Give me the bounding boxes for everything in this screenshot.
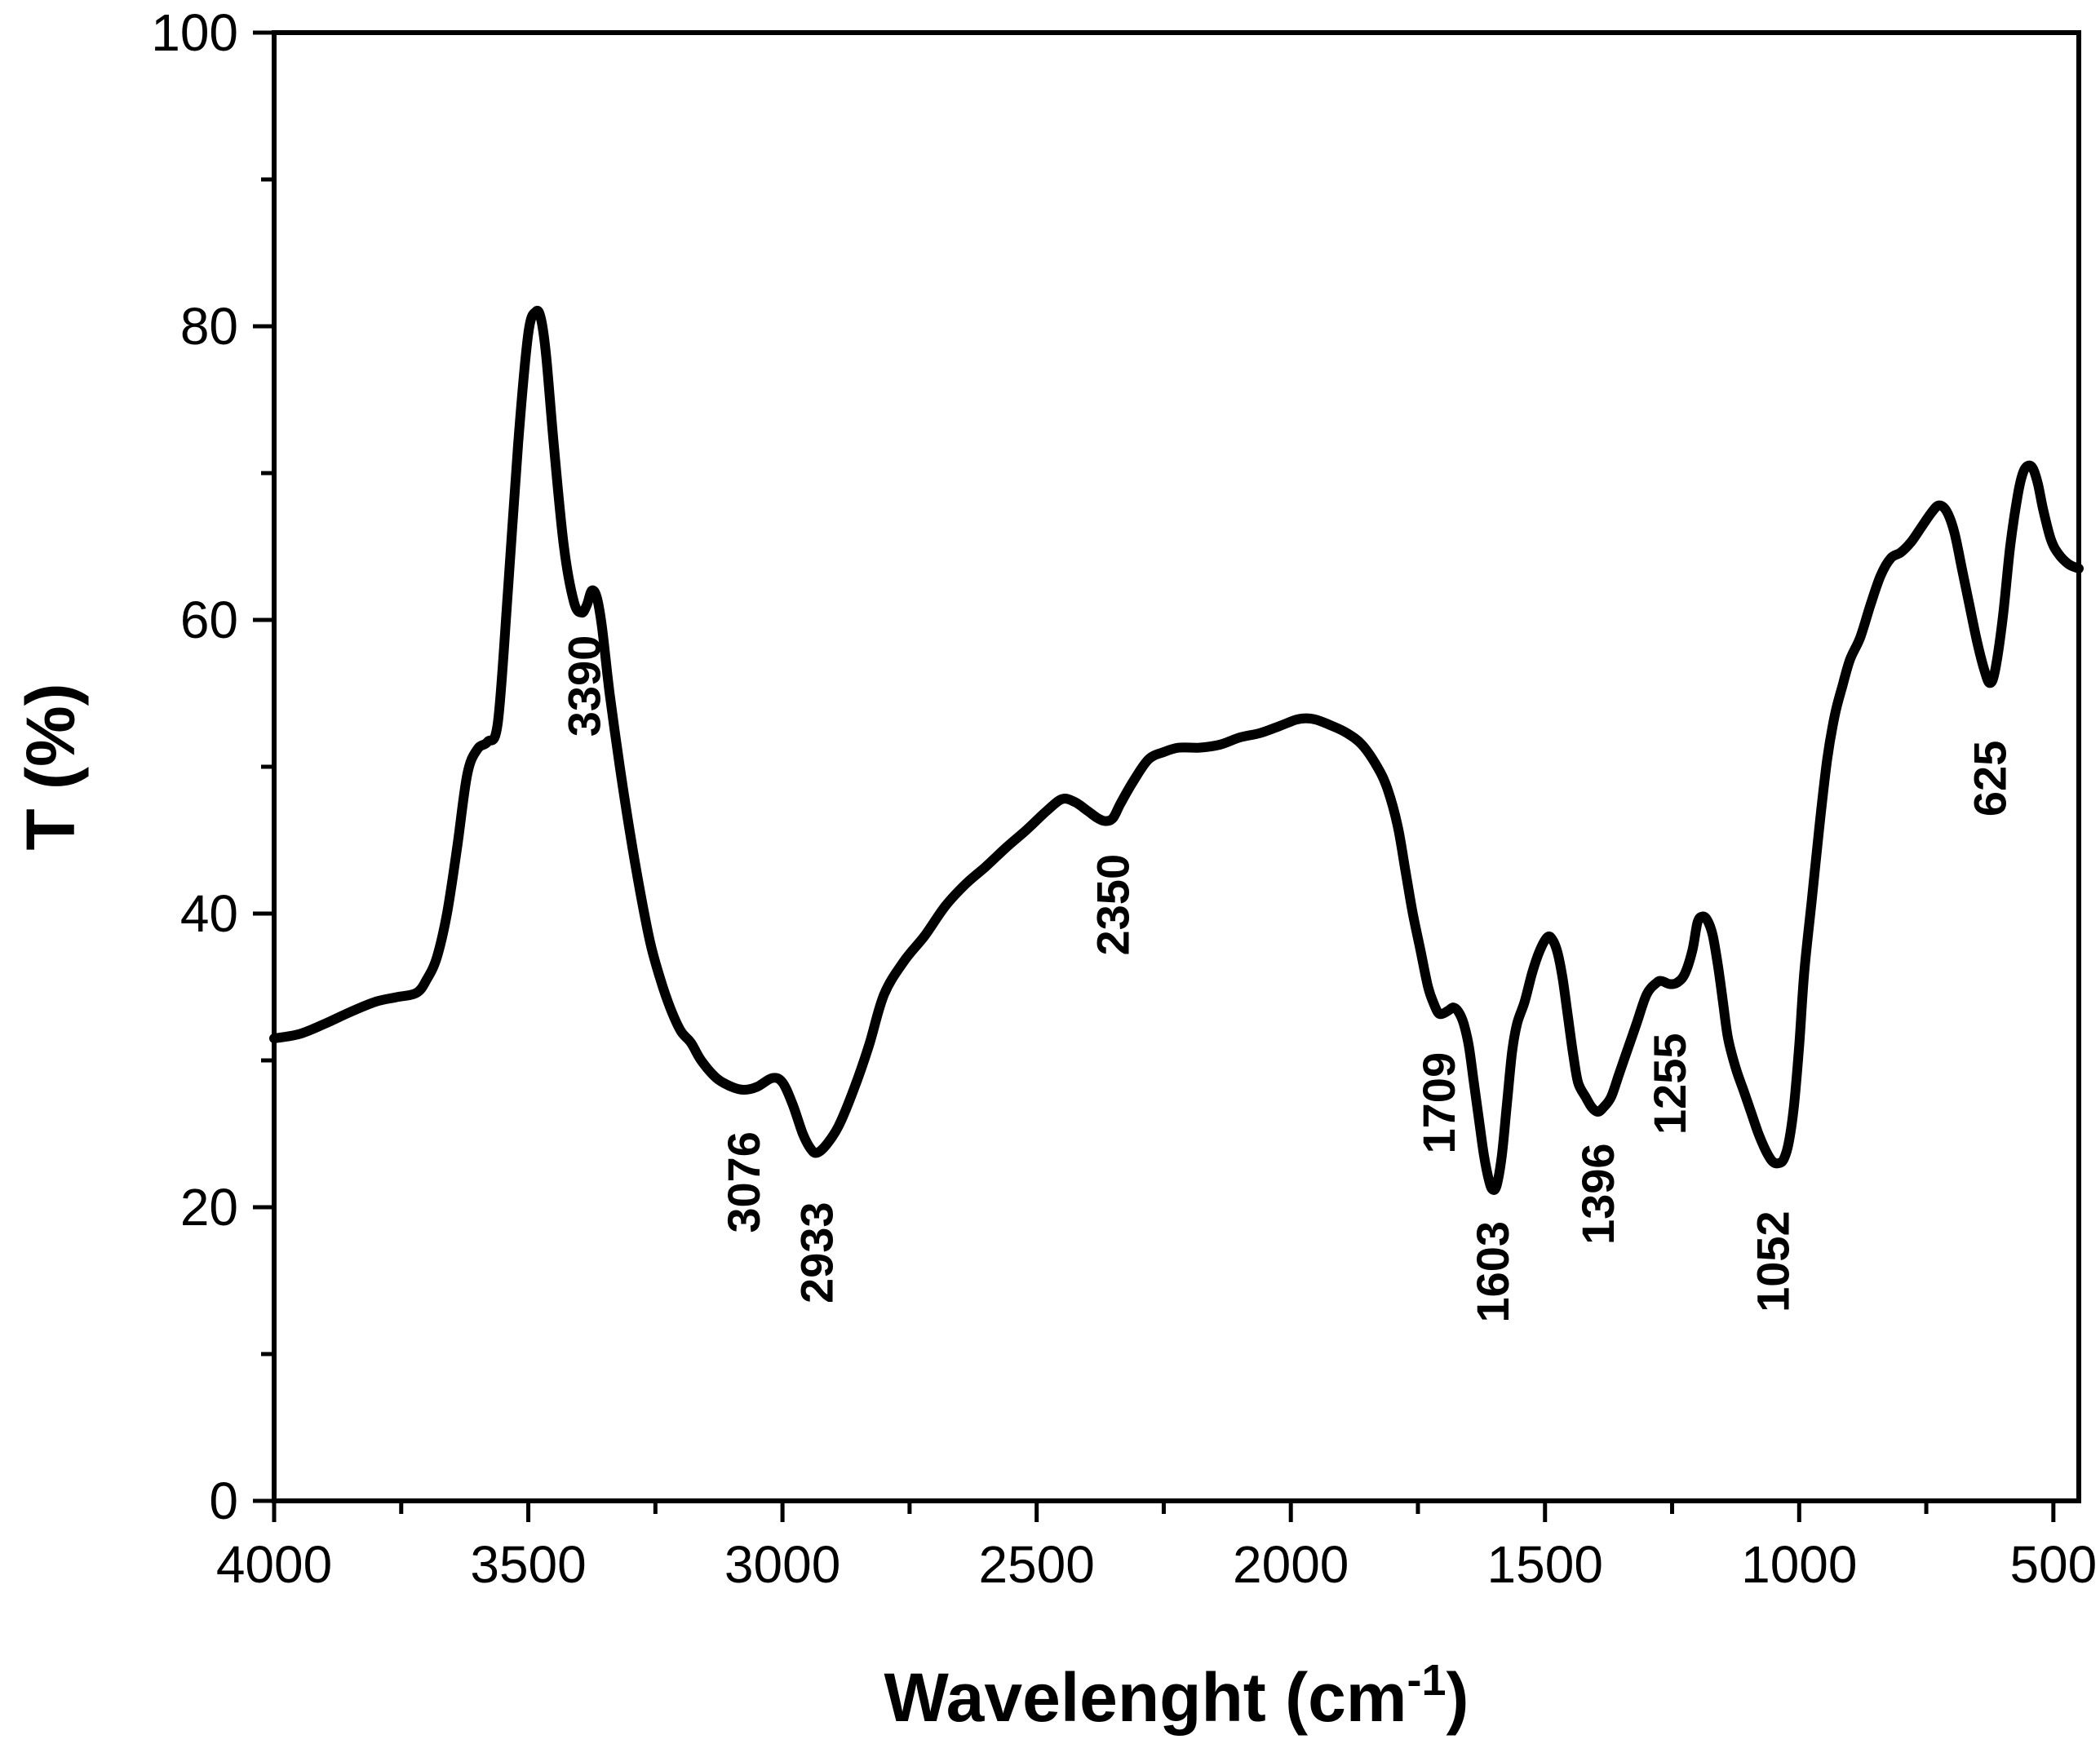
spectrum-line — [269, 305, 2084, 1195]
peak-labels: 3390 3076 2933 2350 1709 1603 1396 1255 1052 625 — [559, 635, 2016, 1323]
peak-label: 2350 — [1088, 854, 1139, 956]
peak-label: 3076 — [718, 1131, 769, 1233]
x-axis-title-superscript: -1 — [1407, 1656, 1447, 1705]
x-tick-label: 3000 — [724, 1535, 840, 1594]
x-tick-label: 1000 — [1741, 1535, 1857, 1594]
y-axis-title: T (%) — [12, 683, 89, 850]
x-axis-title-main: Wavelenght (cm — [884, 1659, 1407, 1736]
y-tick-label: 0 — [209, 1472, 238, 1530]
y-tick-label: 100 — [151, 3, 238, 62]
x-axis-title-suffix: ) — [1447, 1659, 1469, 1736]
peak-label: 3390 — [559, 635, 610, 737]
peak-label: 625 — [1965, 741, 2016, 817]
peak-label: 1255 — [1644, 1033, 1695, 1135]
x-tick-label: 2000 — [1233, 1535, 1349, 1594]
peak-label: 1052 — [1747, 1210, 1798, 1312]
peak-label: 1603 — [1467, 1221, 1518, 1323]
y-tick-label: 60 — [180, 591, 238, 649]
tick-labels: 4000 3500 3000 2500 2000 1500 1000 500 0 20 40 60 80… — [151, 3, 2097, 1594]
x-tick-label: 4000 — [216, 1535, 332, 1594]
x-tick-label: 500 — [2009, 1535, 2097, 1594]
peak-label: 2933 — [791, 1202, 842, 1303]
x-tick-label: 2500 — [978, 1535, 1094, 1594]
x-tick-label: 3500 — [470, 1535, 586, 1594]
x-tick-label: 1500 — [1487, 1535, 1603, 1594]
y-tick-label: 40 — [180, 884, 238, 943]
peak-label: 1709 — [1413, 1052, 1464, 1154]
y-tick-label: 80 — [180, 297, 238, 356]
plot-frame — [272, 30, 2081, 1503]
x-axis-title: Wavelenght (cm-1) — [884, 1656, 1469, 1736]
peak-label: 1396 — [1572, 1143, 1624, 1245]
y-tick-label: 20 — [180, 1178, 238, 1237]
